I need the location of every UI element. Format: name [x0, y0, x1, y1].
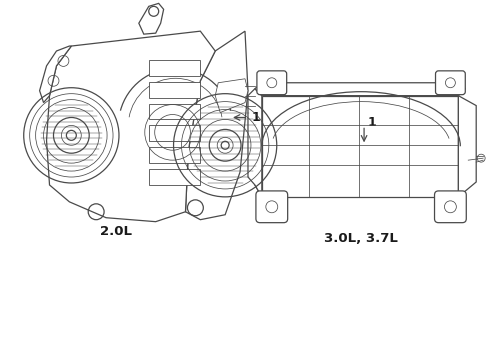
Polygon shape	[47, 31, 215, 222]
Polygon shape	[185, 31, 248, 220]
Polygon shape	[139, 3, 164, 34]
Polygon shape	[255, 177, 466, 197]
Polygon shape	[40, 46, 72, 103]
Text: 2.0L: 2.0L	[100, 225, 132, 238]
FancyBboxPatch shape	[436, 71, 466, 95]
Text: 3.0L, 3.7L: 3.0L, 3.7L	[324, 231, 398, 244]
FancyBboxPatch shape	[435, 191, 466, 223]
Polygon shape	[255, 83, 466, 96]
Text: 1: 1	[368, 116, 377, 129]
FancyBboxPatch shape	[149, 104, 200, 120]
FancyBboxPatch shape	[149, 82, 200, 98]
FancyBboxPatch shape	[256, 191, 288, 223]
FancyBboxPatch shape	[149, 147, 200, 163]
FancyBboxPatch shape	[257, 71, 287, 95]
Text: 1: 1	[252, 111, 261, 124]
FancyBboxPatch shape	[149, 125, 200, 141]
Polygon shape	[458, 96, 476, 197]
Polygon shape	[262, 96, 458, 197]
FancyBboxPatch shape	[149, 169, 200, 185]
Polygon shape	[248, 89, 262, 197]
FancyBboxPatch shape	[149, 60, 200, 76]
Polygon shape	[215, 79, 248, 113]
